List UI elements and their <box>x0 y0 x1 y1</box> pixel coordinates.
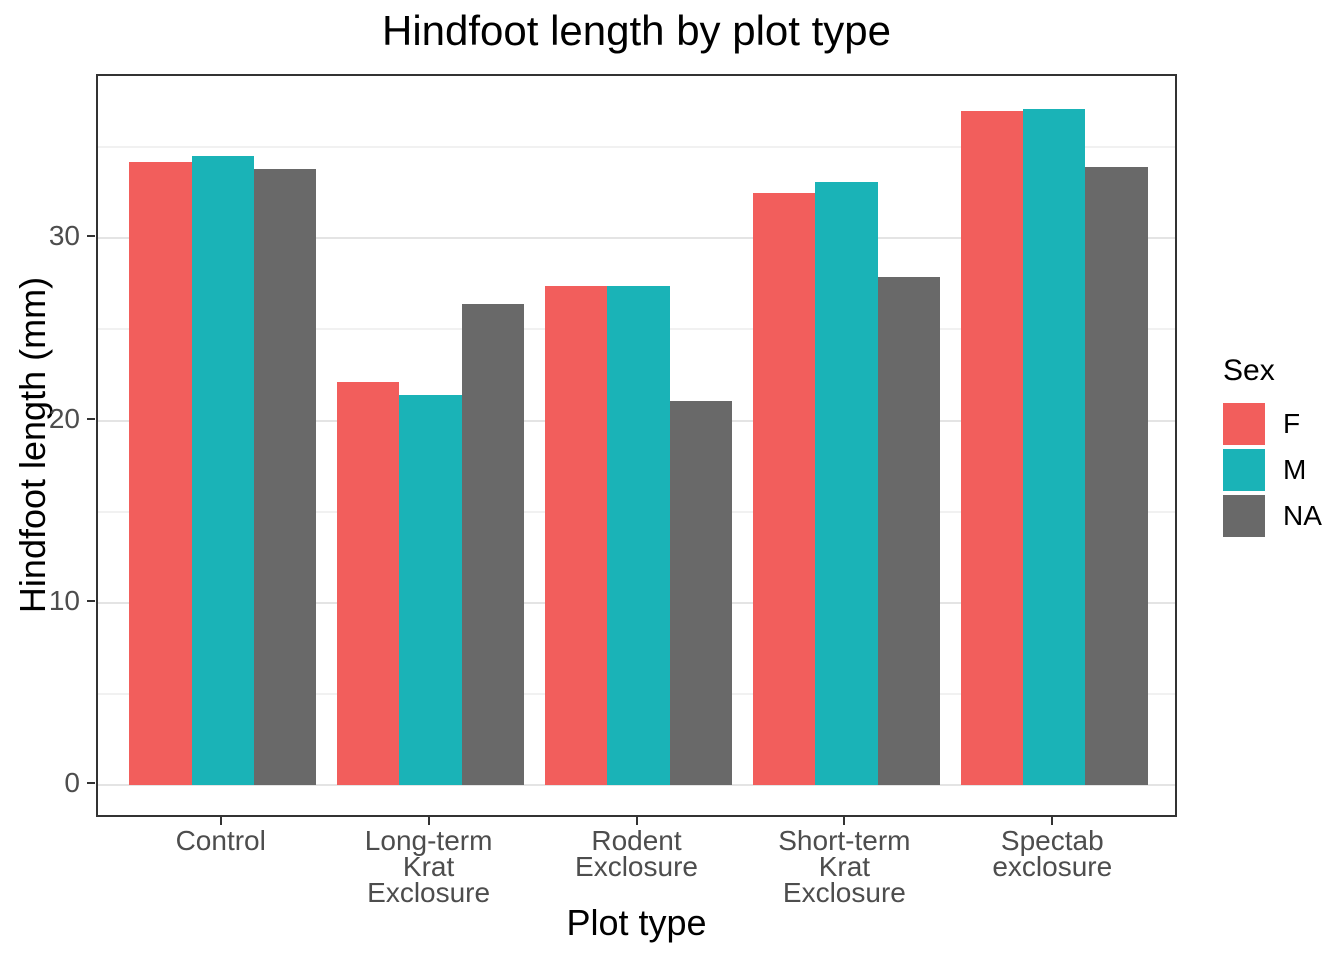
bar-spectab-m <box>1023 108 1086 786</box>
legend-label-m: M <box>1283 454 1307 485</box>
x-tick-label-control: Control <box>175 825 266 856</box>
bar-control-na <box>253 168 317 786</box>
plot-panel <box>96 74 1177 817</box>
y-tick-mark-20 <box>87 417 95 420</box>
y-tick-label-10: 10 <box>48 584 80 616</box>
x-tick-mark-long-term <box>427 817 430 825</box>
bar-short-term-m <box>815 181 878 786</box>
bar-long-term-m <box>399 395 462 786</box>
legend-item-f: F <box>1223 403 1322 445</box>
x-axis-title: Plot type <box>566 902 707 943</box>
y-tick-mark-0 <box>87 782 95 785</box>
legend-item-na: NA <box>1223 495 1322 537</box>
x-tick-label-long-term: Long-term Krat Exclosure <box>364 825 493 908</box>
y-tick-mark-10 <box>87 599 95 602</box>
legend-title: Sex <box>1223 354 1275 387</box>
legend-items: F M NA <box>1223 403 1322 537</box>
gridline-minor-35 <box>98 146 1175 149</box>
bar-control-m <box>191 156 254 786</box>
x-tick-mark-spectab <box>1051 817 1054 825</box>
bar-rodent-m <box>607 285 670 786</box>
legend-label-na: NA <box>1283 500 1322 531</box>
x-tick-mark-rodent <box>635 817 638 825</box>
bar-rodent-f <box>544 285 608 786</box>
legend-swatch-m <box>1223 449 1265 491</box>
bar-short-term-na <box>877 276 940 786</box>
x-tick-label-spectab: Spectab exclosure <box>992 825 1113 882</box>
x-tick-mark-control <box>219 817 222 825</box>
y-tick-label-0: 0 <box>64 767 80 799</box>
y-tick-label-20: 20 <box>48 402 80 434</box>
legend-label-f: F <box>1283 408 1301 439</box>
chart-title: Hindfoot length by plot type <box>381 7 891 54</box>
legend: Sex F M NA <box>1223 354 1322 541</box>
legend-swatch-f <box>1223 403 1265 445</box>
x-tick-mark-short-term <box>843 817 846 825</box>
y-axis-title: Hindfoot length (mm) <box>12 276 53 614</box>
x-tick-label-short-term: Short-term Krat Exclosure <box>778 825 911 908</box>
x-tick-label-rodent: Rodent Exclosure <box>575 825 698 882</box>
bar-spectab-f <box>960 110 1024 786</box>
gridline-major-30 <box>98 237 1175 240</box>
legend-item-m: M <box>1223 449 1322 491</box>
gridline-major-0 <box>98 784 1175 787</box>
bar-long-term-na <box>461 303 525 786</box>
bar-control-f <box>129 161 192 786</box>
y-tick-label-30: 30 <box>48 220 80 252</box>
bar-rodent-na <box>669 400 733 786</box>
bar-long-term-f <box>337 382 400 786</box>
legend-swatch-na <box>1223 495 1265 537</box>
bar-short-term-f <box>752 192 816 786</box>
bar-spectab-na <box>1085 167 1148 786</box>
y-tick-mark-30 <box>87 235 95 238</box>
